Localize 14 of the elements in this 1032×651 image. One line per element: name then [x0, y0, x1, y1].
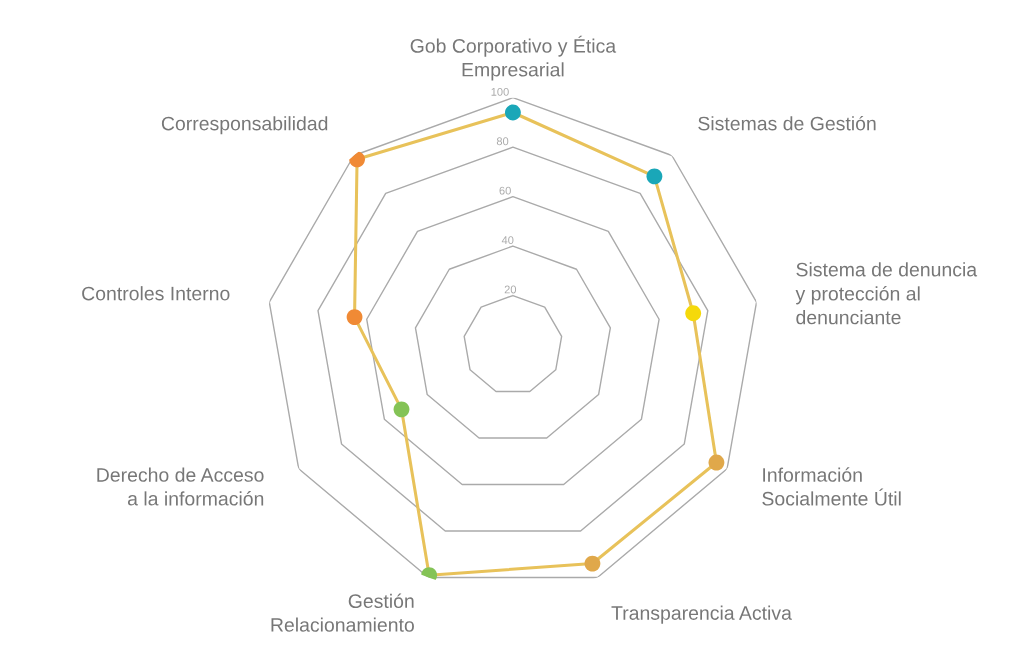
spoke-label: Transparencia Activa	[611, 605, 792, 624]
spoke-label: Gestión Relacionamiento	[271, 593, 414, 632]
spoke-label: Sistema de denuncia y protección al denunciante	[795, 262, 978, 325]
y-tick-label: 100	[491, 87, 509, 96]
y-tick-label: 20	[504, 285, 517, 294]
spoke-label: Corresponsabilidad	[161, 116, 328, 135]
y-tick-label: 80	[496, 137, 509, 146]
y-tick-label: 60	[499, 186, 511, 195]
spoke-label: Información Socialmente Útil	[762, 467, 901, 506]
spoke-label: Derecho de Acceso a la información	[97, 467, 264, 506]
spoke-label: Sistemas de Gestión	[698, 115, 876, 131]
spoke-label: Gob Corporativo y Ética Empresarial	[410, 35, 617, 81]
spoke-label: Controles Interno	[82, 286, 230, 301]
y-tick-label: 40	[501, 236, 514, 245]
